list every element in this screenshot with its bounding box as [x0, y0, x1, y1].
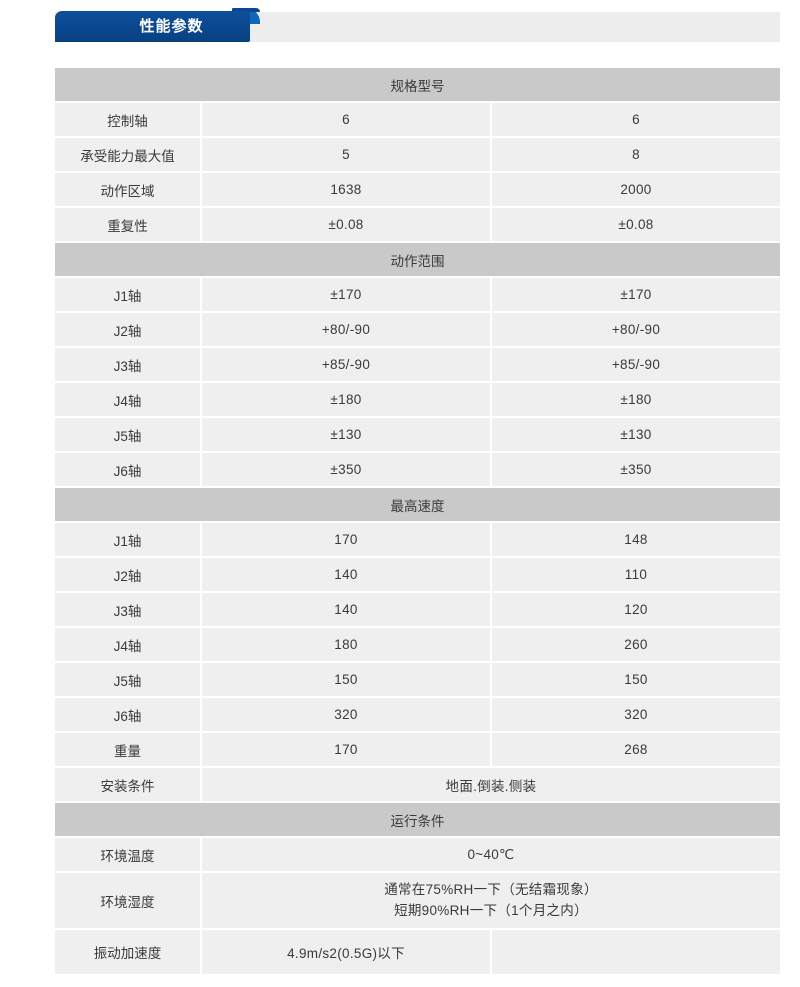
row-value-secondary: 150 [492, 663, 780, 696]
table-row: J3轴 140 120 [55, 593, 780, 626]
row-value-primary: 170 [202, 733, 492, 766]
row-value-primary: ±180 [202, 383, 492, 416]
row-value-primary: 地面.倒装.侧装 [202, 768, 780, 801]
row-label: J6轴 [55, 453, 202, 486]
row-label: 安装条件 [55, 768, 202, 801]
section-heading-row: 动作范围 [55, 243, 780, 276]
table-row: J6轴 ±350 ±350 [55, 453, 780, 486]
row-value-secondary: ±180 [492, 383, 780, 416]
row-value-primary: +85/-90 [202, 348, 492, 381]
row-label: J1轴 [55, 523, 202, 556]
row-label: J2轴 [55, 558, 202, 591]
table-row: J2轴 140 110 [55, 558, 780, 591]
row-label: J4轴 [55, 628, 202, 661]
row-value-secondary: +80/-90 [492, 313, 780, 346]
row-value-primary: 6 [202, 103, 492, 136]
row-value-primary: ±350 [202, 453, 492, 486]
table-row: J1轴 ±170 ±170 [55, 278, 780, 311]
row-label: 重复性 [55, 208, 202, 241]
table-row: 动作区域 1638 2000 [55, 173, 780, 206]
table-row: 振动加速度 4.9m/s2(0.5G)以下 [55, 930, 780, 974]
specification-table-wrapper: 规格型号 控制轴 6 6 承受能力最大值 5 8 动作区域 1638 2000 重复性 ±0.08 ±0… [55, 66, 780, 976]
table-row: J4轴 ±180 ±180 [55, 383, 780, 416]
specification-table-body: 规格型号 控制轴 6 6 承受能力最大值 5 8 动作区域 1638 2000 重复性 ±0.08 ±0… [55, 68, 780, 974]
row-value-primary: 1638 [202, 173, 492, 206]
section-heading: 动作范围 [55, 243, 780, 276]
row-value-primary: 通常在75%RH一下（无结霜现象） 短期90%RH一下（1个月之内） [202, 873, 780, 928]
row-value-secondary: 6 [492, 103, 780, 136]
row-value-secondary: +85/-90 [492, 348, 780, 381]
row-label: J3轴 [55, 593, 202, 626]
row-label: 承受能力最大值 [55, 138, 202, 171]
row-value-primary: 170 [202, 523, 492, 556]
specification-table: 规格型号 控制轴 6 6 承受能力最大值 5 8 动作区域 1638 2000 重复性 ±0.08 ±0… [55, 66, 780, 976]
row-value-secondary: 320 [492, 698, 780, 731]
table-row: J1轴 170 148 [55, 523, 780, 556]
table-row: 环境湿度 通常在75%RH一下（无结霜现象） 短期90%RH一下（1个月之内） [55, 873, 780, 928]
row-value-primary: 140 [202, 558, 492, 591]
table-row: 承受能力最大值 5 8 [55, 138, 780, 171]
row-value-secondary: 110 [492, 558, 780, 591]
page-header: 性能参数 [0, 0, 800, 48]
table-row: 控制轴 6 6 [55, 103, 780, 136]
row-value-line-2: 短期90%RH一下（1个月之内） [394, 902, 588, 918]
row-value-primary: ±0.08 [202, 208, 492, 241]
row-value-secondary: ±130 [492, 418, 780, 451]
row-value-primary: 150 [202, 663, 492, 696]
row-label: J5轴 [55, 418, 202, 451]
row-value-secondary: 148 [492, 523, 780, 556]
table-row: J2轴 +80/-90 +80/-90 [55, 313, 780, 346]
row-value-secondary: ±0.08 [492, 208, 780, 241]
section-heading-row: 运行条件 [55, 803, 780, 836]
row-label: J4轴 [55, 383, 202, 416]
row-value-secondary: 268 [492, 733, 780, 766]
row-value-secondary [492, 930, 780, 974]
row-value-primary: 5 [202, 138, 492, 171]
row-label: 动作区域 [55, 173, 202, 206]
table-row: 重复性 ±0.08 ±0.08 [55, 208, 780, 241]
page-title: 性能参数 [139, 18, 204, 35]
row-value-primary: 140 [202, 593, 492, 626]
table-row: 安装条件 地面.倒装.侧装 [55, 768, 780, 801]
section-heading: 最高速度 [55, 488, 780, 521]
row-label: J6轴 [55, 698, 202, 731]
row-label: J1轴 [55, 278, 202, 311]
row-value-secondary: 260 [492, 628, 780, 661]
table-row: J3轴 +85/-90 +85/-90 [55, 348, 780, 381]
table-row: 环境温度 0~40℃ [55, 838, 780, 871]
table-row: 重量 170 268 [55, 733, 780, 766]
row-value-line-1: 通常在75%RH一下（无结霜现象） [384, 881, 598, 897]
row-label: 重量 [55, 733, 202, 766]
row-value-secondary: ±170 [492, 278, 780, 311]
table-row: J5轴 ±130 ±130 [55, 418, 780, 451]
row-label: 控制轴 [55, 103, 202, 136]
row-value-primary: 0~40℃ [202, 838, 780, 871]
row-label: 环境温度 [55, 838, 202, 871]
table-row: J5轴 150 150 [55, 663, 780, 696]
section-heading-row: 规格型号 [55, 68, 780, 101]
table-row: J4轴 180 260 [55, 628, 780, 661]
row-value-secondary: 8 [492, 138, 780, 171]
row-label: J5轴 [55, 663, 202, 696]
row-value-primary: +80/-90 [202, 313, 492, 346]
section-heading: 运行条件 [55, 803, 780, 836]
row-value-secondary: ±350 [492, 453, 780, 486]
row-value-primary: ±130 [202, 418, 492, 451]
row-value-primary: 4.9m/s2(0.5G)以下 [202, 930, 492, 974]
section-heading: 规格型号 [55, 68, 780, 101]
row-label: 振动加速度 [55, 930, 202, 974]
row-value-primary: ±170 [202, 278, 492, 311]
table-row: J6轴 320 320 [55, 698, 780, 731]
row-value-secondary: 120 [492, 593, 780, 626]
row-label: 环境湿度 [55, 873, 202, 928]
row-label: J2轴 [55, 313, 202, 346]
row-value-secondary: 2000 [492, 173, 780, 206]
row-value-primary: 180 [202, 628, 492, 661]
section-heading-row: 最高速度 [55, 488, 780, 521]
banner-corner-nub-shade [232, 8, 260, 12]
row-label: J3轴 [55, 348, 202, 381]
section-title-tab: 性能参数 [55, 11, 250, 42]
row-value-primary: 320 [202, 698, 492, 731]
